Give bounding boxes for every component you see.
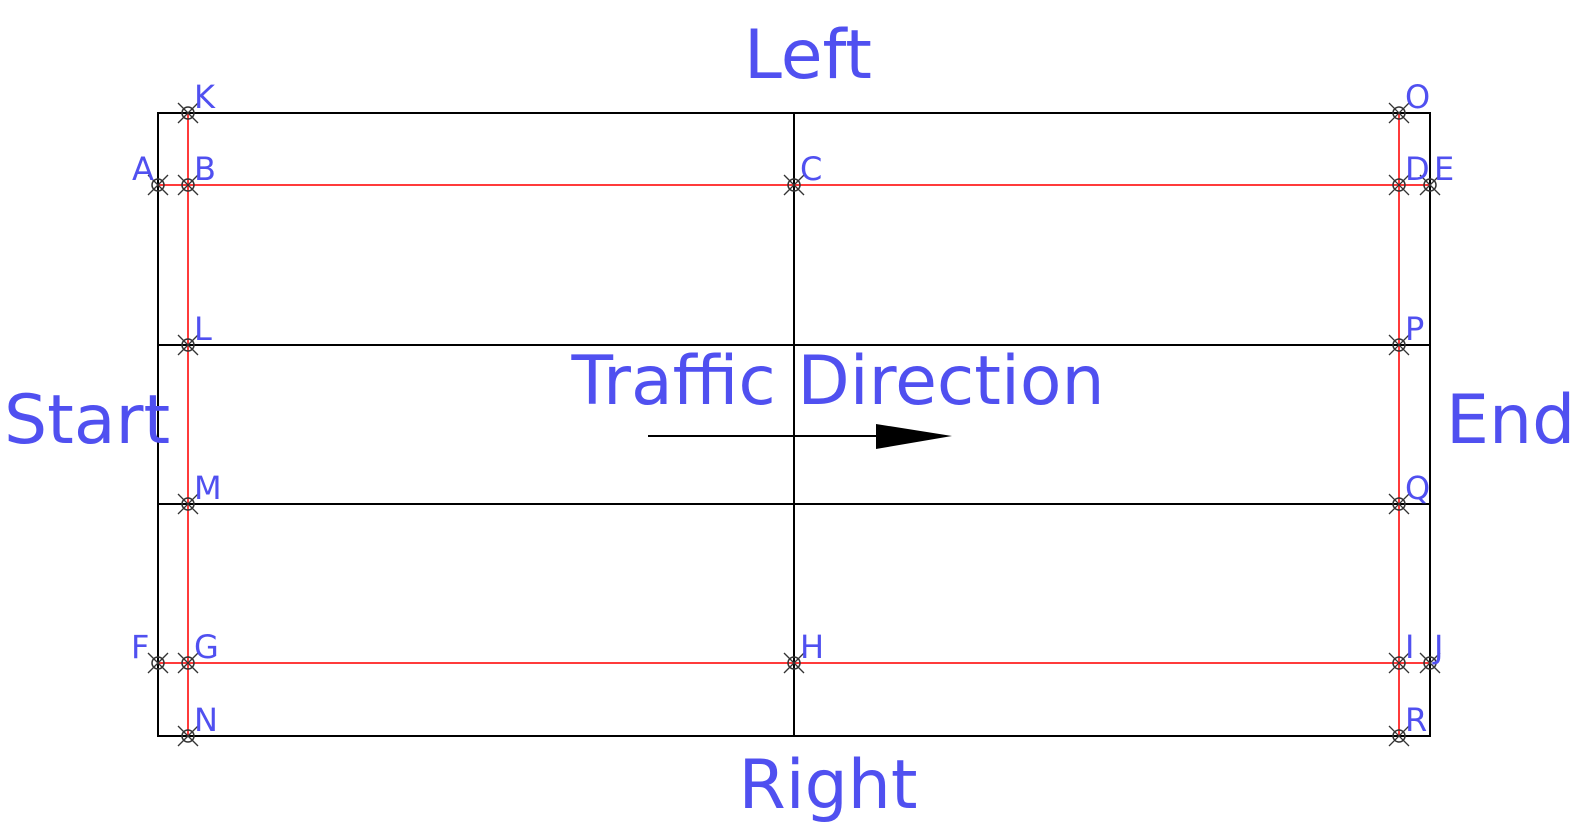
point-label-g: G xyxy=(194,628,219,666)
crossed-circle-icon xyxy=(783,652,805,674)
caption-right: Right xyxy=(738,746,917,825)
point-label-b: B xyxy=(194,150,216,188)
point-label-i: I xyxy=(1405,628,1414,666)
point-label-l: L xyxy=(194,310,212,348)
crossed-circle-icon xyxy=(177,493,199,515)
point-label-q: Q xyxy=(1405,469,1430,507)
crossed-circle-icon xyxy=(177,334,199,356)
point-label-p: P xyxy=(1405,310,1424,348)
crossed-circle-icon xyxy=(1388,493,1410,515)
crossed-circle-icon xyxy=(1419,652,1441,674)
point-label-d: D xyxy=(1405,150,1430,188)
point-label-e: E xyxy=(1434,150,1454,188)
captions: Left Right Start End Traffic Direction xyxy=(4,16,1575,825)
crossed-circle-icon xyxy=(783,174,805,196)
caption-end: End xyxy=(1446,381,1575,460)
point-label-a: A xyxy=(132,150,154,188)
crossed-circle-icon xyxy=(1388,725,1410,747)
point-label-c: C xyxy=(800,150,822,188)
caption-start: Start xyxy=(4,381,170,460)
point-label-r: R xyxy=(1405,701,1427,739)
point-label-m: M xyxy=(194,469,222,507)
point-label-f: F xyxy=(131,628,149,666)
crossed-circle-icon xyxy=(177,174,199,196)
point-label-h: H xyxy=(800,628,824,666)
crossed-circle-icon xyxy=(177,102,199,124)
arrow-right-icon xyxy=(648,424,952,449)
lane-grid xyxy=(157,112,1431,737)
crossed-circle-icon xyxy=(1388,174,1410,196)
point-label-k: K xyxy=(194,78,216,116)
crossed-circle-icon xyxy=(147,174,169,196)
crossed-circle-icon xyxy=(1388,652,1410,674)
crossed-circle-icon xyxy=(1388,102,1410,124)
point-label-n: N xyxy=(194,701,218,739)
point-label-j: J xyxy=(1432,628,1443,666)
point-labels: A B C D E F G H I J K L M N O P Q R xyxy=(131,78,1454,739)
caption-traffic-direction: Traffic Direction xyxy=(570,342,1104,421)
crossed-circle-icon xyxy=(177,725,199,747)
caption-left: Left xyxy=(744,16,872,95)
crossed-circle-icon xyxy=(1388,334,1410,356)
crossed-circle-icon xyxy=(1419,174,1441,196)
point-label-o: O xyxy=(1405,78,1430,116)
crossed-circle-icon xyxy=(177,652,199,674)
point-markers xyxy=(147,102,1441,747)
crossed-circle-icon xyxy=(147,652,169,674)
